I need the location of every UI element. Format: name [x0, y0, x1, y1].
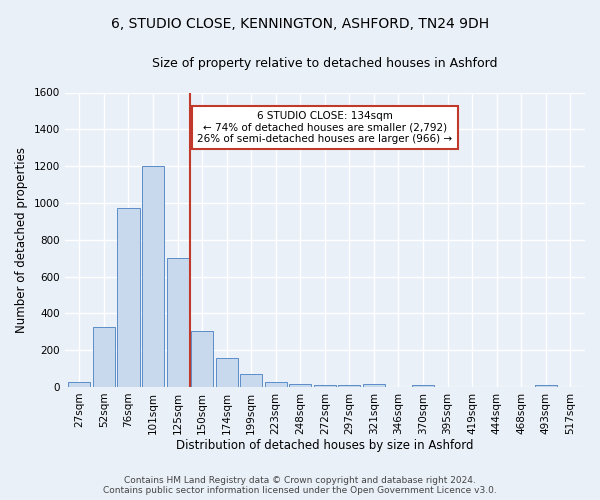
Bar — [265, 382, 287, 387]
Bar — [412, 384, 434, 387]
Title: Size of property relative to detached houses in Ashford: Size of property relative to detached ho… — [152, 58, 497, 70]
Bar — [93, 327, 115, 387]
Bar — [191, 331, 213, 387]
Bar — [118, 208, 140, 387]
Bar — [215, 358, 238, 387]
Y-axis label: Number of detached properties: Number of detached properties — [15, 146, 28, 332]
Bar — [167, 258, 188, 387]
Bar — [142, 166, 164, 387]
Bar — [535, 384, 557, 387]
Bar — [363, 384, 385, 387]
Bar — [338, 385, 361, 387]
Bar — [240, 374, 262, 387]
Text: Contains public sector information licensed under the Open Government Licence v3: Contains public sector information licen… — [103, 486, 497, 495]
Bar — [289, 384, 311, 387]
Text: 6, STUDIO CLOSE, KENNINGTON, ASHFORD, TN24 9DH: 6, STUDIO CLOSE, KENNINGTON, ASHFORD, TN… — [111, 18, 489, 32]
Bar — [68, 382, 91, 387]
Text: 6 STUDIO CLOSE: 134sqm
← 74% of detached houses are smaller (2,792)
26% of semi-: 6 STUDIO CLOSE: 134sqm ← 74% of detached… — [197, 111, 452, 144]
Text: Contains HM Land Registry data © Crown copyright and database right 2024.: Contains HM Land Registry data © Crown c… — [124, 476, 476, 485]
X-axis label: Distribution of detached houses by size in Ashford: Distribution of detached houses by size … — [176, 440, 473, 452]
Bar — [314, 385, 336, 387]
